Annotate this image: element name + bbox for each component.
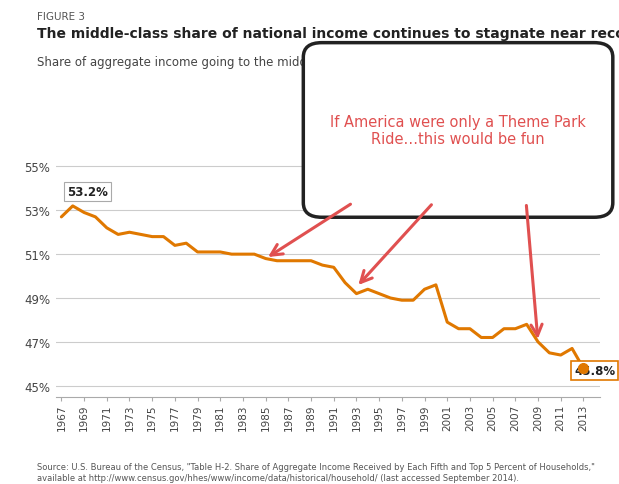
Text: Source: U.S. Bureau of the Census, "Table H-2. Share of Aggregate Income Receive: Source: U.S. Bureau of the Census, "Tabl… xyxy=(37,462,595,482)
Text: 45.8%: 45.8% xyxy=(574,364,615,377)
Text: FIGURE 3: FIGURE 3 xyxy=(37,12,85,22)
Text: If America were only a Theme Park
Ride…this would be fun: If America were only a Theme Park Ride…t… xyxy=(330,115,586,147)
Text: Share of aggregate income going to the middle 60 percent of households: Share of aggregate income going to the m… xyxy=(37,56,472,69)
Text: The middle-class share of national income continues to stagnate near record lows: The middle-class share of national incom… xyxy=(37,27,619,41)
Text: 53.2%: 53.2% xyxy=(67,185,108,198)
